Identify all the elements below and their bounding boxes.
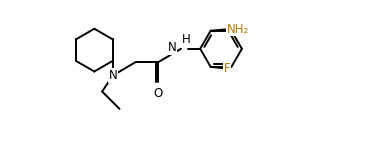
Text: H: H	[182, 33, 191, 46]
Text: F: F	[224, 62, 231, 75]
Text: N: N	[167, 41, 176, 54]
Text: N: N	[109, 69, 117, 82]
Text: O: O	[154, 87, 163, 100]
Text: NH₂: NH₂	[227, 23, 249, 36]
